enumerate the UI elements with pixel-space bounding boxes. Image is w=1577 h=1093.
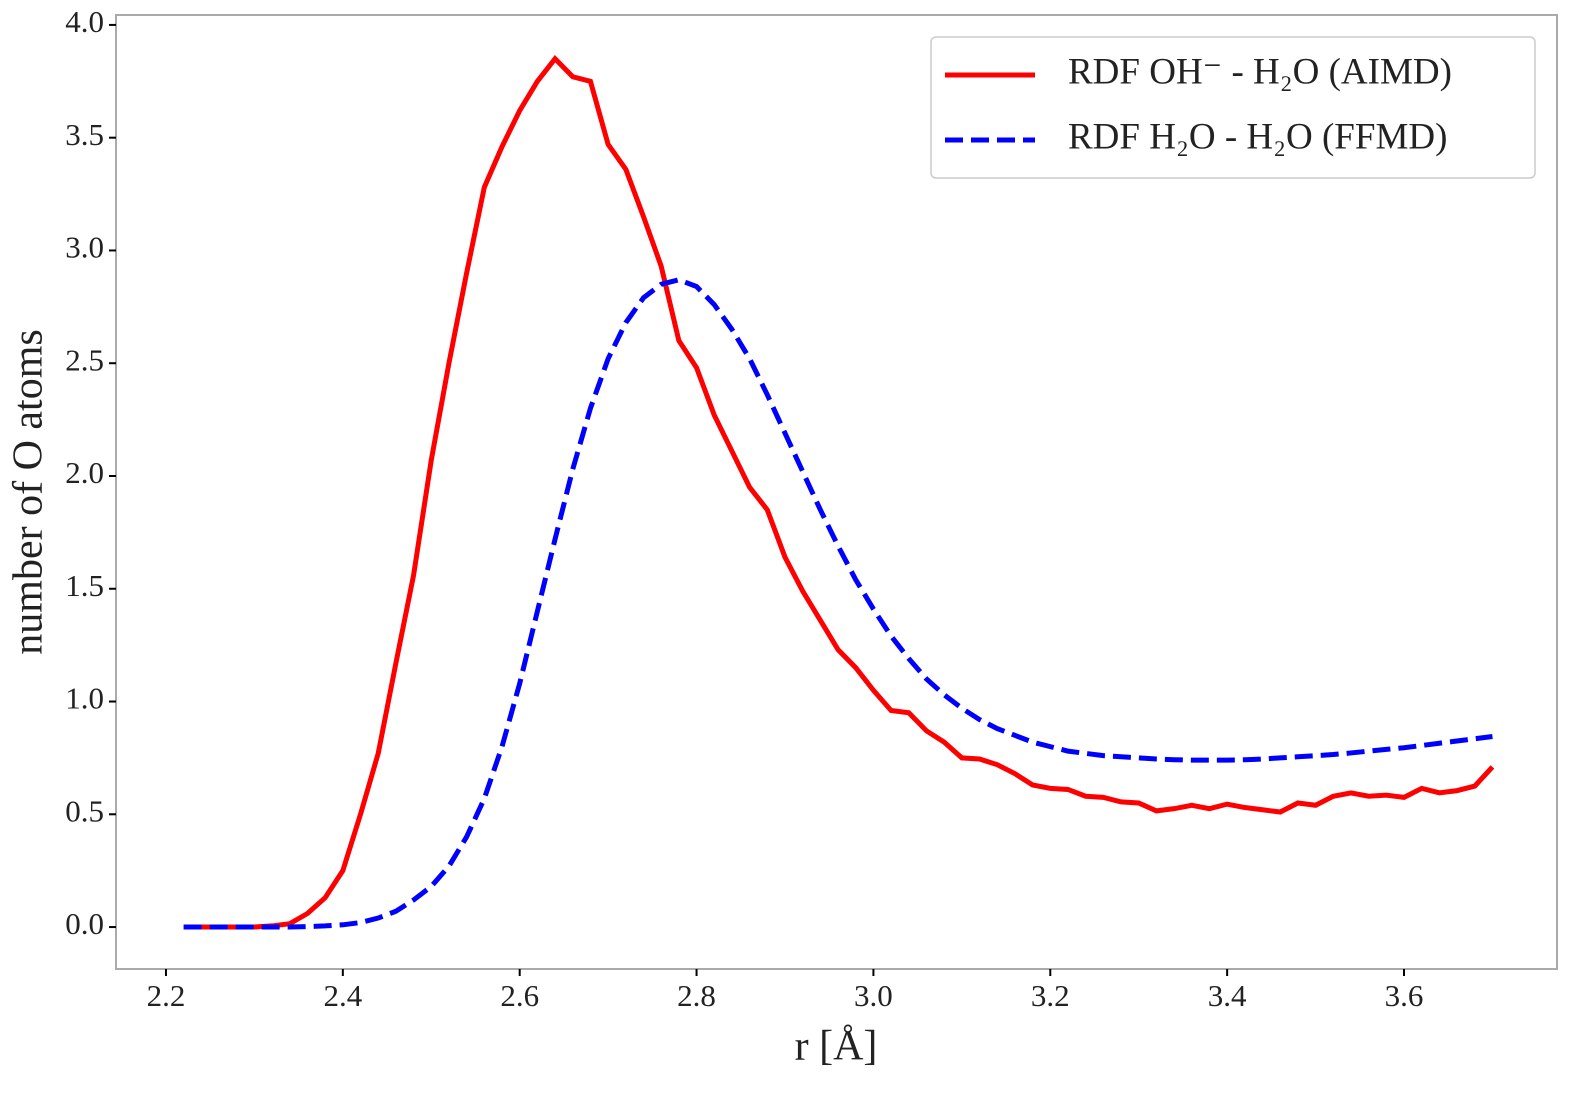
y-tick-label: 2.0 [65,455,104,490]
y-axis-label: number of O atoms [6,329,52,654]
y-tick-label: 3.5 [65,117,104,152]
x-tick-label: 2.6 [500,978,539,1013]
y-tick-label: 1.5 [65,568,104,603]
legend-label: RDF OH⁻ - H₂O (AIMD) [1068,51,1452,92]
y-tick-label: 0.5 [65,793,104,828]
legend-label: RDF H₂O - H₂O (FFMD) [1068,116,1447,157]
y-tick-label: 0.0 [65,906,104,941]
x-tick-label: 3.4 [1208,978,1247,1013]
x-tick-label: 2.4 [323,978,362,1013]
plot-frame [115,14,1558,970]
y-tick-label: 3.0 [65,230,104,265]
x-tick-label: 2.2 [147,978,186,1013]
legend-box [930,36,1536,179]
series-line [183,54,1495,930]
x-axis-label: r [Å] [795,1024,878,1070]
x-tick-label: 3.0 [854,978,893,1013]
x-tick-label: 2.8 [677,978,716,1013]
y-tick-label: 1.0 [65,681,104,716]
series-line [183,277,1493,930]
x-tick-label: 3.2 [1031,978,1070,1013]
x-tick-label: 3.6 [1385,978,1424,1013]
y-tick-label: 2.5 [65,342,104,377]
y-tick-label: 4.0 [65,4,104,39]
